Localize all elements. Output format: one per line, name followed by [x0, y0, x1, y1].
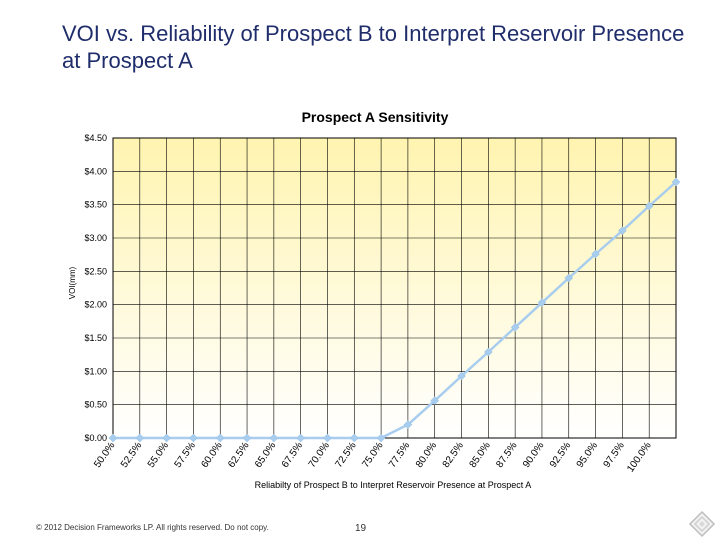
- copyright-footer: © 2012 Decision Frameworks LP. All right…: [36, 523, 269, 532]
- x-tick-label: 70.0%: [307, 440, 332, 470]
- data-point-marker: [376, 433, 386, 443]
- x-tick-label: 57.5%: [173, 440, 198, 470]
- data-point-marker: [510, 322, 520, 332]
- x-axis-label: Reliabilty of Prospect B to Interpret Re…: [255, 480, 532, 490]
- data-point-marker: [296, 433, 306, 443]
- x-axis-ticks: 50.0% 52.5% 55.0% 57.5% 60.0% 62.5% 65.0% 67.5%…: [92, 440, 654, 474]
- x-tick-label: 77.5%: [387, 440, 412, 470]
- y-tick-label: $1.00: [84, 366, 107, 376]
- chart-title: Prospect A Sensitivity: [302, 109, 449, 125]
- data-point-marker: [430, 396, 440, 406]
- y-tick-label: $1.50: [84, 333, 107, 343]
- slide-title: VOI vs. Reliability of Prospect B to Int…: [62, 21, 685, 73]
- x-tick-label: 95.0%: [575, 440, 600, 470]
- x-tick-label: 92.5%: [548, 440, 573, 470]
- x-tick-label: 90.0%: [521, 440, 546, 470]
- data-point-marker: [403, 420, 413, 430]
- y-tick-label: $3.00: [84, 233, 107, 243]
- y-tick-label: $0.50: [84, 400, 107, 410]
- x-tick-label: 100.0%: [625, 440, 654, 474]
- data-point-marker: [135, 433, 145, 443]
- data-point-marker: [457, 371, 466, 381]
- x-tick-label: 82.5%: [441, 440, 466, 470]
- x-tick-label: 72.5%: [333, 440, 358, 470]
- x-tick-label: 97.5%: [602, 440, 627, 470]
- data-point-marker: [564, 273, 574, 283]
- x-tick-label: 75.0%: [360, 440, 385, 470]
- x-tick-label: 85.0%: [468, 440, 493, 470]
- grid-lines: [113, 138, 676, 438]
- data-point-marker: [242, 433, 252, 443]
- data-point-marker: [215, 433, 225, 443]
- data-point-marker: [189, 433, 198, 443]
- data-point-marker: [644, 201, 654, 211]
- x-tick-label: 52.5%: [119, 440, 144, 470]
- data-point-marker: [671, 177, 681, 187]
- x-tick-label: 65.0%: [253, 440, 278, 470]
- data-point-marker: [269, 433, 279, 443]
- data-point-marker: [591, 249, 600, 259]
- y-tick-label: $2.00: [84, 300, 107, 310]
- data-point-marker: [483, 347, 493, 357]
- series-line: [113, 181, 677, 440]
- series-layer: [108, 177, 681, 443]
- data-point-marker: [537, 298, 547, 308]
- x-tick-label: 50.0%: [92, 440, 117, 470]
- x-tick-label: 80.0%: [414, 440, 439, 470]
- y-tick-label: $4.50: [84, 133, 107, 143]
- x-tick-label: 62.5%: [226, 440, 251, 470]
- x-tick-label: 67.5%: [280, 440, 305, 470]
- y-tick-label: $3.50: [84, 200, 107, 210]
- y-tick-label: $2.50: [84, 266, 107, 276]
- y-axis-label: VOI(mm): [68, 266, 77, 299]
- page-number: 19: [355, 523, 367, 534]
- data-point-marker: [323, 433, 332, 443]
- x-tick-label: 60.0%: [199, 440, 224, 470]
- data-point-marker: [108, 433, 118, 443]
- plot-area: [112, 137, 677, 439]
- data-point-marker: [349, 433, 359, 443]
- y-axis-ticks: $0.00 $0.50 $1.00 $1.50 $2.00 $2.50 $3.00 $3.50…: [84, 133, 107, 443]
- data-point-marker: [162, 433, 171, 443]
- y-tick-label: $4.00: [84, 166, 107, 176]
- diamond-logo-icon: [688, 510, 716, 538]
- data-point-marker: [618, 226, 627, 236]
- x-tick-label: 87.5%: [494, 440, 519, 470]
- x-tick-label: 55.0%: [146, 440, 171, 470]
- y-tick-label: $0.00: [84, 433, 107, 443]
